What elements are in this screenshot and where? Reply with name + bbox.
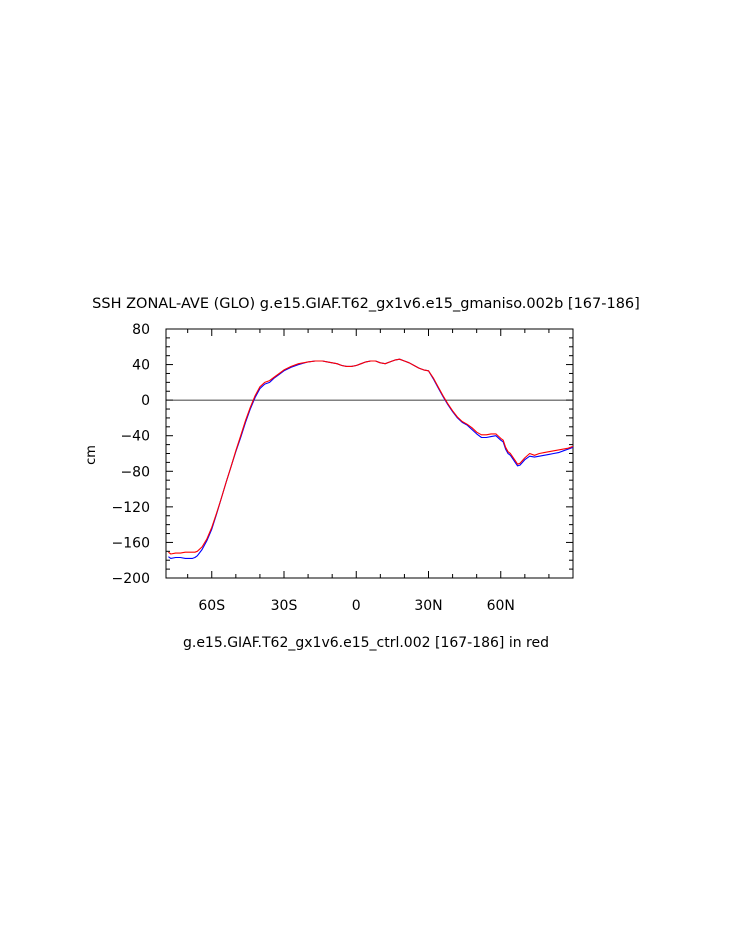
x-axis-ticks: 60S 30S 0 30N 60N [187,329,574,614]
y-tick-label: 80 [132,322,150,338]
plot-border [165,328,574,579]
y-tick-label: −40 [120,429,150,445]
y-tick-label: −160 [112,535,150,551]
chart-subtitle: g.e15.GIAF.T62_gx1v6.e15_ctrl.002 [167-1… [183,635,549,651]
y-axis-ticks: 80 40 0 −40 −80 −120 −160 −200 [112,322,573,587]
x-tick-label: 60N [487,598,515,614]
y-tick-label: −120 [112,500,150,516]
x-tick-label: 30S [271,598,298,614]
series-line-1 [168,358,574,559]
x-tick-label: 60S [198,598,225,614]
x-tick-label: 30N [414,598,442,614]
chart-title: SSH ZONAL-AVE (GLO) g.e15.GIAF.T62_gx1v6… [92,296,640,312]
y-axis-label: cm [84,445,99,465]
series-line-2 [168,358,574,555]
y-tick-label: −80 [120,464,150,480]
y-tick-label: 0 [141,393,150,409]
x-tick-label: 0 [352,598,361,614]
series-group [168,358,574,559]
y-tick-label: −200 [112,571,150,587]
y-tick-label: 40 [132,358,150,374]
plot-frame [165,328,574,579]
